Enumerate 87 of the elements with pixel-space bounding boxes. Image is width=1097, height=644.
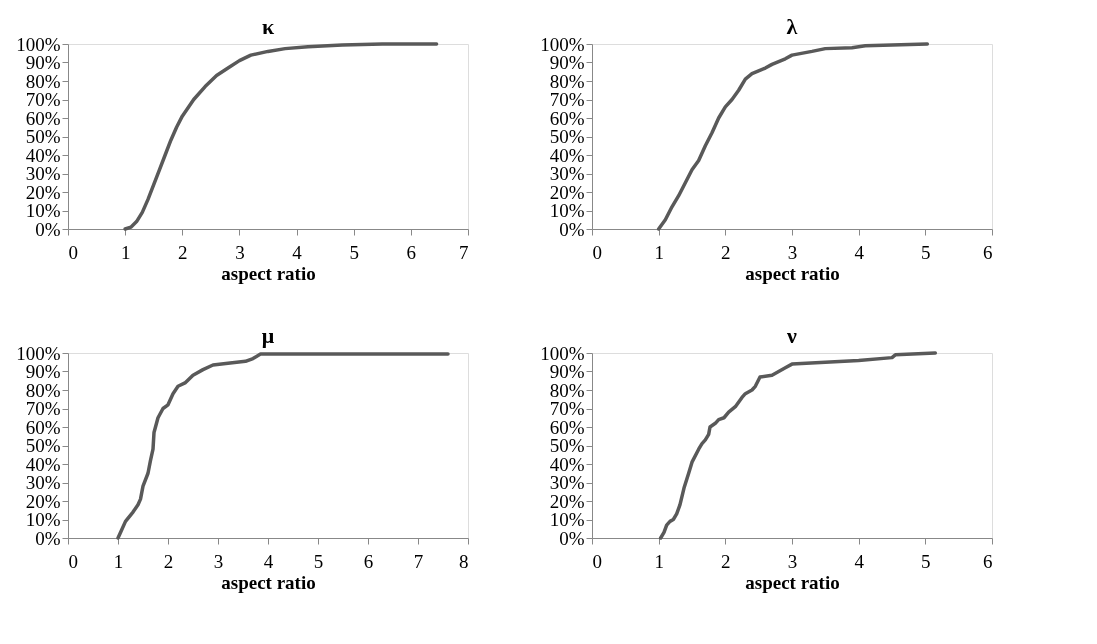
x-tick-label: 0: [68, 241, 78, 263]
line-series: [658, 351, 938, 540]
y-tick-label: 90%: [549, 52, 585, 73]
y-tick-label: 50%: [25, 435, 61, 456]
x-tick-label: 0: [592, 241, 602, 263]
y-tick-label: 20%: [25, 181, 61, 203]
y-tick-label: 90%: [25, 361, 61, 382]
x-axis-title: aspect ratio: [221, 262, 316, 284]
y-tick-label: 100%: [540, 33, 585, 55]
x-axis-title: aspect ratio: [745, 262, 840, 284]
y-tick-label: 40%: [25, 453, 61, 475]
x-tick-label: 3: [235, 241, 245, 263]
line-series: [123, 42, 439, 231]
y-tick-label: 50%: [549, 126, 585, 147]
y-tick-label: 30%: [25, 472, 61, 493]
x-tick-label: 7: [459, 241, 469, 263]
x-tick-label: 6: [406, 241, 417, 263]
y-tick-label: 70%: [549, 89, 585, 110]
chart-title: λ: [786, 14, 798, 39]
y-tick-label: 60%: [25, 416, 61, 438]
y-tick-label: 40%: [549, 144, 585, 166]
y-tick-label: 80%: [549, 379, 585, 401]
y-tick-label: 50%: [25, 126, 61, 147]
y-tick-label: 80%: [25, 379, 61, 401]
y-tick-label: 10%: [549, 509, 585, 530]
x-tick-label: 1: [654, 550, 664, 572]
y-tick-label: 30%: [549, 163, 585, 184]
y-tick-label: 60%: [549, 416, 585, 438]
x-tick-label: 2: [721, 550, 731, 572]
x-tick-label: 1: [654, 241, 664, 263]
x-tick-label: 3: [213, 550, 224, 572]
x-tick-label: 8: [459, 550, 469, 572]
x-tick-label: 3: [787, 241, 798, 263]
y-tick-label: 80%: [25, 70, 61, 92]
y-tick-label: 20%: [549, 490, 585, 512]
x-tick-label: 6: [363, 550, 374, 572]
x-tick-label: 0: [68, 550, 78, 572]
x-axis-title: aspect ratio: [221, 571, 316, 593]
x-tick-label: 2: [163, 550, 174, 572]
y-tick-label: 0%: [35, 218, 61, 240]
x-tick-label: 7: [413, 550, 424, 572]
y-tick-label: 100%: [540, 342, 585, 364]
y-tick-label: 70%: [25, 398, 61, 419]
y-tick-label: 70%: [25, 89, 61, 110]
y-tick-label: 10%: [549, 200, 585, 221]
y-tick-label: 40%: [549, 453, 585, 475]
line-series: [656, 42, 930, 231]
x-tick-label: 5: [349, 241, 359, 263]
x-tick-label: 3: [787, 550, 798, 572]
y-tick-label: 30%: [549, 472, 585, 493]
y-tick-label: 70%: [549, 398, 585, 419]
y-tick-label: 10%: [25, 200, 61, 221]
y-tick-label: 40%: [25, 144, 61, 166]
x-tick-label: 6: [983, 550, 993, 572]
y-tick-label: 0%: [559, 218, 585, 240]
x-tick-label: 4: [292, 241, 303, 263]
x-tick-label: 1: [113, 550, 124, 572]
x-tick-label: 0: [592, 550, 602, 572]
x-axis-title: aspect ratio: [745, 571, 840, 593]
y-tick-label: 0%: [35, 527, 61, 549]
x-tick-label: 4: [854, 550, 865, 572]
x-tick-label: 4: [854, 241, 865, 263]
chart-title: ν: [786, 323, 798, 348]
x-tick-label: 5: [921, 241, 931, 263]
x-tick-label: 2: [721, 241, 731, 263]
y-tick-label: 0%: [559, 527, 585, 549]
y-tick-label: 20%: [25, 490, 61, 512]
y-tick-label: 10%: [25, 509, 61, 530]
x-tick-label: 5: [313, 550, 324, 572]
y-tick-label: 90%: [25, 52, 61, 73]
y-tick-label: 60%: [25, 107, 61, 129]
line-series: [116, 352, 450, 540]
x-tick-label: 5: [921, 550, 931, 572]
x-tick-label: 6: [983, 241, 993, 263]
y-tick-label: 100%: [16, 33, 61, 55]
x-tick-label: 2: [178, 241, 188, 263]
y-tick-label: 80%: [549, 70, 585, 92]
chart-title: κ: [261, 14, 275, 39]
chart-title: μ: [261, 323, 275, 348]
y-tick-label: 30%: [25, 163, 61, 184]
x-tick-label: 4: [263, 550, 274, 572]
y-tick-label: 100%: [16, 342, 61, 364]
y-tick-label: 60%: [549, 107, 585, 129]
y-tick-label: 90%: [549, 361, 585, 382]
y-tick-label: 20%: [549, 181, 585, 203]
y-tick-label: 50%: [549, 435, 585, 456]
x-tick-label: 1: [120, 241, 131, 263]
